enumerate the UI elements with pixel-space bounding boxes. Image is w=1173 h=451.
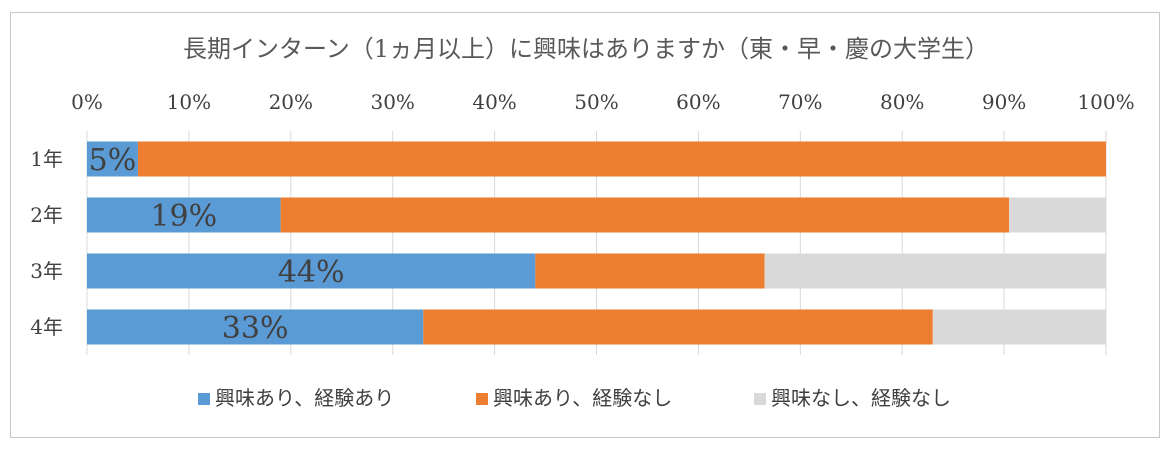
- category-labels: 1年 2年 3年 4年: [30, 147, 63, 339]
- x-tick-label: 30%: [370, 90, 414, 114]
- chart-title: 長期インターン（1ヵ月以上）に興味はありますか（東・早・慶の大学生）: [183, 35, 989, 63]
- legend: 興味あり、経験あり 興味あり、経験なし 興味なし、経験なし: [198, 386, 951, 410]
- legend-label: 興味なし、経験なし: [771, 386, 951, 410]
- x-tick-label: 50%: [574, 90, 618, 114]
- legend-label: 興味あり、経験なし: [493, 386, 672, 410]
- x-tick-label: 80%: [880, 90, 924, 114]
- x-tick-label: 60%: [676, 90, 720, 114]
- legend-swatch: [198, 393, 210, 405]
- category-label: 1年: [30, 147, 63, 171]
- bar-segment: [87, 141, 138, 177]
- x-tick-label: 40%: [472, 90, 516, 114]
- bar-segment: [87, 197, 281, 233]
- x-tick-label: 70%: [778, 90, 822, 114]
- data-label: 33%: [222, 311, 289, 346]
- bars: [87, 141, 1106, 345]
- category-label: 3年: [30, 259, 63, 283]
- bar-segment: [423, 309, 933, 345]
- bar-segment: [87, 253, 536, 289]
- data-label: 44%: [278, 255, 345, 290]
- legend-swatch: [476, 393, 488, 405]
- category-label: 2年: [30, 203, 63, 227]
- stacked-bar-chart: 長期インターン（1ヵ月以上）に興味はありますか（東・早・慶の大学生） 0% 10%…: [30, 35, 1134, 410]
- x-tick-label: 10%: [167, 90, 211, 114]
- category-label: 4年: [30, 315, 63, 339]
- bar-segment: [932, 309, 1106, 345]
- bar-segment: [87, 309, 424, 345]
- x-tick-label: 100%: [1077, 90, 1134, 114]
- bar-segment: [280, 197, 1010, 233]
- data-labels: 5% 19% 44% 33%: [89, 143, 345, 346]
- bar-segment: [535, 253, 765, 289]
- x-tick-label: 0%: [71, 90, 103, 114]
- x-axis-ticks: 0% 10% 20% 30% 40% 50% 60% 70% 80% 90% 100%: [71, 90, 1134, 114]
- x-tick-label: 20%: [269, 90, 313, 114]
- legend-label: 興味あり、経験あり: [215, 386, 394, 410]
- legend-swatch: [754, 393, 766, 405]
- data-label: 19%: [150, 199, 217, 234]
- bar-segment: [137, 141, 1106, 177]
- data-label: 5%: [89, 143, 137, 178]
- chart-frame: 長期インターン（1ヵ月以上）に興味はありますか（東・早・慶の大学生） 0% 10%…: [10, 12, 1160, 438]
- bar-segment: [764, 253, 1106, 289]
- bar-segment: [1009, 197, 1106, 233]
- x-tick-label: 90%: [982, 90, 1026, 114]
